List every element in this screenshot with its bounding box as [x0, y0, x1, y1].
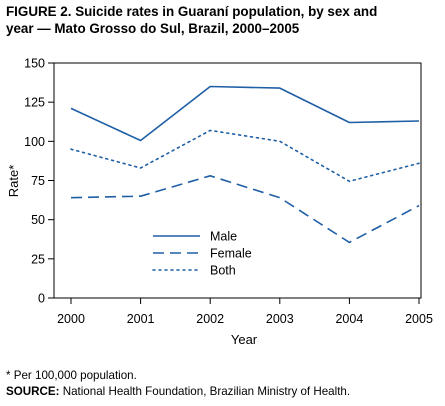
legend-label-female: Female [210, 247, 252, 261]
y-tick-label: 50 [31, 213, 45, 227]
legend-label-male: Male [210, 230, 237, 244]
y-tick-label: 25 [31, 252, 45, 266]
series-line-both [70, 129, 420, 183]
y-axis: 0 25 50 75 100 125 150 [24, 57, 54, 306]
x-tick-label: 2004 [335, 312, 363, 326]
y-axis-label: Rate* [6, 165, 21, 198]
x-tick-label: 2002 [196, 312, 224, 326]
title-line-2: year — Mato Grosso do Sul, Brazil, 2000–… [6, 21, 300, 36]
x-tick-label: 2000 [57, 312, 85, 326]
legend-label-both: Both [210, 264, 236, 278]
source-note: SOURCE: National Health Foundation, Braz… [6, 384, 350, 399]
y-tick-label: 0 [38, 292, 45, 306]
y-tick-label: 100 [24, 135, 45, 149]
source-text: National Health Foundation, Brazilian Mi… [59, 385, 351, 398]
figure-title: FIGURE 2. Suicide rates in Guaraní popul… [6, 3, 438, 37]
title-line-1: FIGURE 2. Suicide rates in Guaraní popul… [6, 4, 378, 19]
source-label: SOURCE: [6, 385, 60, 398]
plot-frame [53, 62, 422, 299]
series-lines [70, 85, 420, 244]
x-axis-label: Year [231, 332, 258, 347]
x-tick-label: 2003 [266, 312, 294, 326]
y-tick-label: 75 [31, 174, 45, 188]
x-tick-label: 2001 [127, 312, 155, 326]
series-line-female [70, 175, 420, 244]
x-tick-label: 2005 [405, 312, 433, 326]
series-line-male [70, 85, 420, 142]
x-axis: 2000 2001 2002 2003 2004 2005 [57, 298, 433, 326]
footnote: * Per 100,000 population. [6, 369, 137, 382]
legend: Male Female Both [152, 230, 252, 278]
y-tick-label: 150 [24, 57, 45, 71]
y-tick-label: 125 [24, 96, 45, 110]
